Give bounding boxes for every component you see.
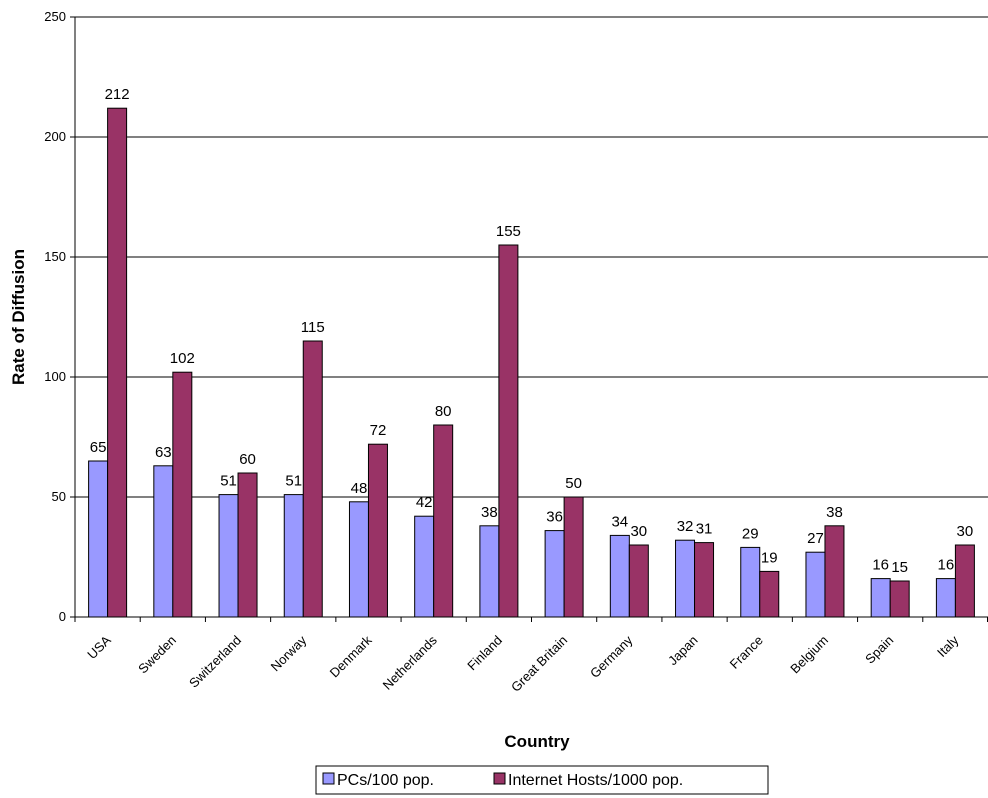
bar-internet-hosts xyxy=(302,340,323,618)
bar-internet-hosts xyxy=(107,107,128,618)
x-tick-label: Spain xyxy=(862,633,896,667)
bar-pcs xyxy=(348,501,369,618)
legend-label-pcs: PCs/100 pop. xyxy=(337,772,434,789)
y-tick-labels: 0 50 100 150 200 250 xyxy=(44,9,66,624)
x-axis-title: Country xyxy=(504,732,570,751)
data-label: 80 xyxy=(435,403,452,420)
y-tick-label: 200 xyxy=(44,129,66,144)
x-tick-label: Denmark xyxy=(327,632,375,680)
legend-box xyxy=(315,765,769,795)
data-label: 30 xyxy=(630,523,647,540)
data-label: 29 xyxy=(742,525,759,542)
bar-internet-hosts xyxy=(433,424,454,618)
x-tick-label: France xyxy=(727,633,766,672)
data-label: 60 xyxy=(239,451,256,468)
legend-swatch-internet-hosts xyxy=(493,772,506,785)
bar-internet-hosts xyxy=(172,371,193,618)
x-tick-label: Finland xyxy=(464,633,505,674)
x-tick-label: USA xyxy=(84,632,114,662)
bar-pcs xyxy=(609,534,630,618)
x-tick-label: Sweden xyxy=(135,633,179,677)
x-tick-label: Belgium xyxy=(787,633,831,677)
x-tick-label: Great Britain xyxy=(508,633,570,695)
x-tick-label: Norway xyxy=(268,632,310,674)
data-label: 102 xyxy=(170,350,195,367)
data-label: 72 xyxy=(370,422,387,439)
x-tick-label: Germany xyxy=(587,632,636,681)
data-label: 36 xyxy=(546,509,563,526)
y-tick-label: 250 xyxy=(44,9,66,24)
y-axis-title: Rate of Diffusion xyxy=(9,249,28,385)
bar-pcs xyxy=(805,551,826,618)
x-tick-labels: USA Sweden Switzerland Norway Denmark Netherl… xyxy=(84,632,962,695)
legend: PCs/100 pop. Internet Hosts/1000 pop. xyxy=(315,765,769,795)
legend-swatch-pcs xyxy=(322,772,335,785)
bar-pcs xyxy=(414,515,435,618)
y-tick-label: 150 xyxy=(44,249,66,264)
data-label: 212 xyxy=(105,86,130,103)
bar-internet-hosts xyxy=(367,443,388,618)
data-label: 115 xyxy=(301,319,325,336)
bar-pcs xyxy=(218,494,239,618)
gridlines xyxy=(75,16,988,498)
data-label: 42 xyxy=(416,494,433,511)
data-label: 38 xyxy=(826,504,843,521)
y-tick-label: 50 xyxy=(52,489,66,504)
x-tick-label: Switzerland xyxy=(186,633,244,691)
data-label: 16 xyxy=(872,557,889,574)
bar-pcs xyxy=(283,494,304,618)
bar-internet-hosts xyxy=(889,580,910,618)
legend-label-internet-hosts: Internet Hosts/1000 pop. xyxy=(508,772,683,789)
data-label: 38 xyxy=(481,504,498,521)
bar-pcs xyxy=(153,465,174,618)
data-label: 51 xyxy=(285,473,302,490)
data-label: 48 xyxy=(351,480,368,497)
data-label: 31 xyxy=(696,521,713,538)
data-label: 50 xyxy=(565,475,582,492)
bar-pcs xyxy=(675,539,696,618)
bar-internet-hosts xyxy=(498,244,519,618)
bar-pcs xyxy=(935,578,956,618)
data-label: 27 xyxy=(807,530,824,547)
bar-pcs xyxy=(544,530,565,618)
bar-internet-hosts xyxy=(824,525,845,618)
data-label: 63 xyxy=(155,444,172,461)
bar-internet-hosts xyxy=(954,544,975,618)
data-label: 19 xyxy=(761,549,778,566)
bar-pcs xyxy=(870,578,891,618)
x-tick-label: Italy xyxy=(934,632,962,660)
bars xyxy=(88,107,975,618)
y-tick-label: 100 xyxy=(44,369,66,384)
bar-pcs xyxy=(479,525,500,618)
data-label: 51 xyxy=(220,473,237,490)
data-label: 34 xyxy=(611,513,628,530)
x-tick-label: Japan xyxy=(665,633,701,669)
bar-internet-hosts xyxy=(237,472,258,618)
data-label: 16 xyxy=(938,557,955,574)
bar-internet-hosts xyxy=(694,542,715,618)
y-tick-label: 0 xyxy=(59,609,66,624)
data-labels: 6521263102516051115487242803815536503430… xyxy=(90,86,973,576)
bar-pcs xyxy=(88,460,109,618)
axes xyxy=(70,16,988,622)
data-label: 65 xyxy=(90,439,107,456)
data-label: 32 xyxy=(677,518,694,535)
data-label: 155 xyxy=(496,223,521,240)
bar-internet-hosts xyxy=(563,496,584,618)
bar-internet-hosts xyxy=(759,570,780,618)
x-tick-label: Netherlands xyxy=(380,632,441,693)
data-label: 30 xyxy=(957,523,974,540)
bar-internet-hosts xyxy=(628,544,649,618)
data-label: 15 xyxy=(891,559,908,576)
bar-pcs xyxy=(740,546,761,618)
